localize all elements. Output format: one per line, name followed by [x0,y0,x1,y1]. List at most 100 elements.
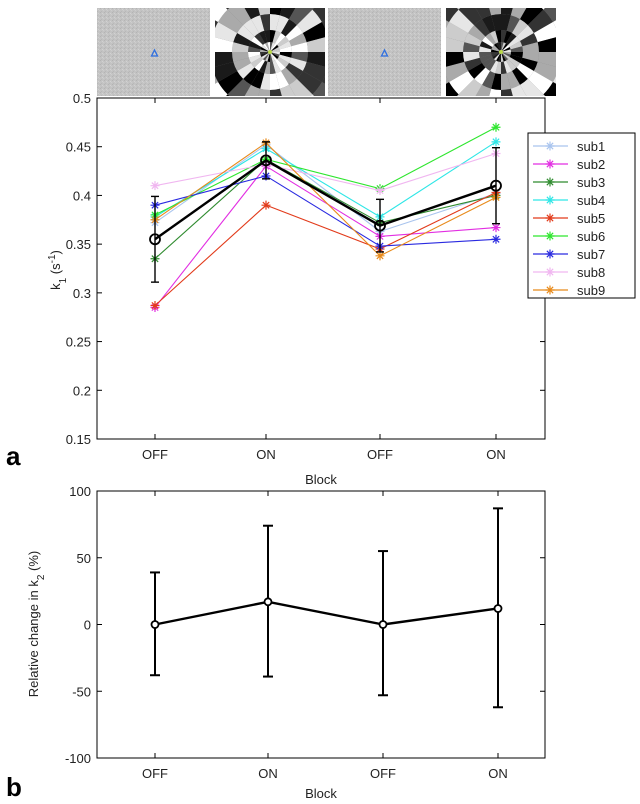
legend-entry-sub7: sub7 [533,247,605,262]
panel-b-mean [150,507,503,709]
legend-marker [545,177,555,187]
data-point-star [375,186,385,196]
legend-entry-sub9: sub9 [533,283,605,298]
legend-label: sub3 [577,175,605,190]
stimulus-off-2 [328,8,441,96]
xtick-label: ON [256,447,276,462]
legend-label: sub2 [577,157,605,172]
data-point-star [491,122,501,132]
data-point-star [150,181,160,191]
panel-a-ylabel: k1 (s-1) [47,250,69,290]
data-point-star [491,234,501,244]
mean-marker [378,620,388,629]
panel-a-plot-area [96,97,546,440]
series-line [154,175,497,247]
legend-entry-sub6: sub6 [533,229,605,244]
ytick-label: 50 [77,551,91,566]
xtick-label: ON [488,766,508,781]
mean-marker [493,604,503,613]
legend-label: sub4 [577,193,605,208]
legend-entry-sub1: sub1 [533,139,605,154]
xtick-label: OFF [142,447,168,462]
legend-marker [545,159,555,169]
legend-marker [545,249,555,259]
ytick-label: -50 [72,684,91,699]
ytick-label: 100 [69,484,91,499]
mean-line [154,600,499,626]
mean-line [154,158,497,241]
legend-label: sub8 [577,265,605,280]
legend-marker [545,195,555,205]
panel-a-legend: sub1 sub2 sub3 sub4 sub5 sub6 sub7 sub8 sub9 [527,132,636,299]
ytick-label: 0.45 [66,140,91,155]
legend-marker [545,213,555,223]
series-line [154,158,497,260]
panel-a-axes: 0.15 0.2 0.25 0.3 0.35 0.4 0.45 0.5 OFF ON OFF ON [66,91,545,462]
panel-b-axes: -100 -50 0 50 100 OFF ON OFF ON [65,484,545,781]
panel-b-ylabel: Relative change in k2 (%) [26,551,47,697]
panel-a-label: a [6,441,21,471]
xtick-label: OFF [367,447,393,462]
ytick-label: 0.25 [66,335,91,350]
series-line [154,141,497,218]
stimulus-off-1 [97,8,210,96]
series-line [154,192,497,306]
legend-entry-sub5: sub5 [533,211,605,226]
ytick-label: 0.3 [73,286,91,301]
panel-b-xlabel: Block [305,786,337,801]
data-point-star [491,137,501,147]
stimulus-on-1 [215,8,325,96]
legend-label: sub1 [577,139,605,154]
xtick-label: OFF [370,766,396,781]
mean-marker [490,179,502,192]
panel-b-chart: -100 -50 0 50 100 OFF ON OFF ON Block Relative c… [6,484,546,802]
legend-entry-sub8: sub8 [533,265,605,280]
stimulus-strip [97,8,556,96]
legend-label: sub6 [577,229,605,244]
data-point-star [150,301,160,311]
series-line [154,144,497,233]
data-point-star [491,223,501,233]
legend-label: sub7 [577,247,605,262]
ytick-label: 0 [84,618,91,633]
legend-entry-sub4: sub4 [533,193,605,208]
panel-a-mean [149,141,502,283]
stimulus-on-2 [446,8,556,96]
panel-b-label: b [6,772,22,802]
ytick-label: 0.2 [73,383,91,398]
mean-marker [260,154,272,167]
legend-marker [545,285,555,295]
panel-b-plot-area [96,490,546,759]
ytick-label: 0.35 [66,237,91,252]
legend-marker [545,231,555,241]
ytick-label: 0.15 [66,432,91,447]
legend-label: sub9 [577,283,605,298]
mean-marker [149,233,161,246]
xtick-label: OFF [142,766,168,781]
legend-marker [545,267,555,277]
ytick-label: -100 [65,751,91,766]
ytick-label: 0.4 [73,188,91,203]
fixation-triangle-icon [150,48,159,57]
series-line [154,142,497,257]
fixation-triangle-icon [380,48,389,57]
legend-label: sub5 [577,211,605,226]
mean-marker [263,597,273,607]
legend-box [527,132,636,299]
series-line [154,153,497,192]
legend-entry-sub2: sub2 [533,157,605,172]
panel-a-xlabel: Block [305,472,337,487]
ytick-label: 0.5 [73,91,91,106]
xtick-label: ON [258,766,278,781]
series-line [154,126,497,216]
series-line [154,165,497,308]
legend-entry-sub3: sub3 [533,175,605,190]
legend-marker [545,141,555,151]
data-point-star [375,251,385,261]
mean-marker [374,219,386,232]
data-point-star [261,200,271,210]
mean-marker [150,620,160,629]
xtick-label: ON [486,447,506,462]
panel-a-chart: 0.15 0.2 0.25 0.3 0.35 0.4 0.45 0.5 OFF ON OFF ON B… [6,91,546,487]
